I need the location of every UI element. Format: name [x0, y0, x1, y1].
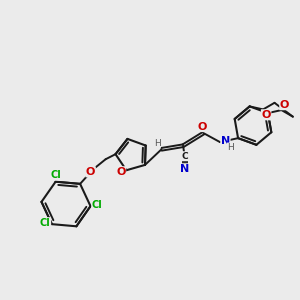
- Text: N: N: [180, 164, 189, 174]
- Text: Cl: Cl: [40, 218, 51, 228]
- Text: O: O: [280, 100, 289, 110]
- Text: C: C: [181, 152, 188, 161]
- Text: O: O: [197, 122, 207, 131]
- Text: O: O: [261, 110, 271, 120]
- Text: Cl: Cl: [50, 170, 61, 180]
- Text: H: H: [227, 143, 234, 152]
- Text: Cl: Cl: [92, 200, 103, 210]
- Text: N: N: [221, 136, 230, 146]
- Text: H: H: [154, 139, 160, 148]
- Text: O: O: [86, 167, 95, 177]
- Text: O: O: [116, 167, 126, 177]
